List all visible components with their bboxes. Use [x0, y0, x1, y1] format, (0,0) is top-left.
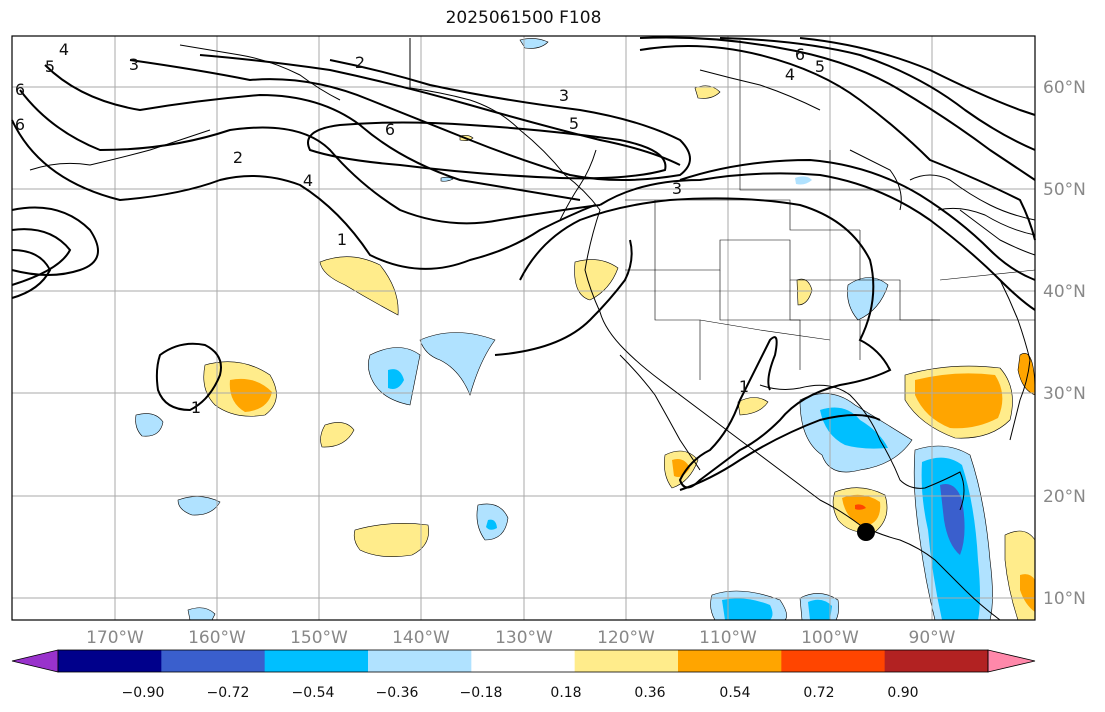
shade-patch [440, 176, 454, 182]
shade-patch [388, 369, 404, 389]
colorbar-segment [264, 650, 369, 672]
colorbar-tick-label: −0.18 [460, 685, 503, 701]
colorbar-segment [11, 649, 59, 673]
graticule [12, 36, 1035, 620]
shade-patch [320, 422, 355, 448]
colorbar-segment [987, 649, 1036, 673]
colorbar-tick-label: −0.36 [376, 685, 419, 701]
lon-label: 130°W [495, 628, 553, 648]
lon-label: 170°W [86, 628, 144, 648]
map-title: 2025061500 F108 [445, 8, 602, 28]
colorbar-border [57, 649, 989, 673]
contour-label: 6 [15, 80, 25, 99]
contour-label: 2 [355, 53, 365, 72]
colorbar-segment [884, 650, 989, 672]
shade-patch [820, 407, 888, 449]
colorbar-tick-label: −0.90 [122, 685, 165, 701]
colorbar-segment [58, 650, 162, 672]
contour-label: 6 [795, 45, 805, 64]
contour-label: 5 [45, 57, 55, 76]
shade-patch [353, 523, 429, 557]
lat-label: 10°N [1043, 589, 1086, 609]
lat-label: 50°N [1043, 180, 1086, 200]
contour-label: 4 [303, 171, 313, 190]
lon-label: 150°W [290, 628, 348, 648]
colorbar-tick-label: −0.72 [207, 685, 250, 701]
contour-label: 1 [739, 377, 749, 396]
lat-label: 60°N [1043, 78, 1086, 98]
lat-label: 20°N [1043, 487, 1086, 507]
contour-label: 6 [385, 120, 395, 139]
colorbar-tick-label: 0.72 [803, 685, 834, 701]
contour-label: 1 [337, 230, 347, 249]
colorbar-segment [368, 650, 472, 672]
coastlines [29, 38, 1036, 621]
state-borders [625, 40, 1036, 380]
colorbar-tick-label: 0.36 [634, 685, 665, 701]
contour-label: 2 [233, 148, 243, 167]
colorbar-segment [678, 650, 782, 672]
contour-lines [11, 36, 1036, 491]
shade-patch [419, 332, 496, 396]
shade-patch [229, 378, 272, 412]
contour-label: 6 [15, 115, 25, 134]
storm-center-marker [857, 523, 875, 541]
shade-patch [722, 598, 773, 620]
shade-patch [486, 519, 497, 530]
colorbar-segment [781, 650, 886, 672]
longitude-labels: 170°W 160°W 150°W 140°W 130°W 120°W 110°… [86, 628, 956, 648]
shade-patch [842, 494, 881, 526]
shade-patch [855, 504, 866, 510]
shade-patch [187, 607, 216, 621]
colorbar-segment [161, 650, 266, 672]
colorbar-tick-label: 0.90 [887, 685, 918, 701]
contour-label-group: 4 5 6 6 3 2 3 5 6 2 4 1 3 6 4 5 1 1 [15, 40, 825, 417]
colorbar-segment [574, 650, 679, 672]
lon-label: 140°W [392, 628, 450, 648]
contour-label: 4 [59, 40, 69, 59]
colorbar-tick-label: 0.54 [719, 685, 750, 701]
colorbar-tick-labels: −0.90 −0.72 −0.54 −0.36 −0.18 0.18 0.36 … [122, 685, 919, 701]
contour-label: 5 [569, 114, 579, 133]
colorbar-tick-label: 0.18 [550, 685, 581, 701]
shade-patch [737, 397, 769, 416]
contour-label: 3 [672, 179, 682, 198]
contour-label: 4 [785, 65, 795, 84]
shade-patch [519, 38, 549, 49]
shade-patch [915, 373, 1003, 429]
shading-layer [135, 38, 1036, 621]
shade-patch [808, 599, 832, 620]
contour-label: 5 [815, 57, 825, 76]
lon-label: 100°W [801, 628, 859, 648]
map-frame [11, 35, 1036, 621]
shade-patch [847, 277, 889, 321]
shade-patch [795, 176, 812, 185]
contour-label: 3 [129, 55, 139, 74]
colorbar-segment [471, 650, 576, 672]
colorbar [11, 649, 1036, 673]
shade-patch [319, 256, 399, 316]
contour-label: 3 [559, 86, 569, 105]
shade-patch [135, 413, 164, 437]
latitude-labels: 60°N 50°N 40°N 30°N 20°N 10°N [1043, 78, 1086, 609]
lon-label: 120°W [597, 628, 655, 648]
lat-label: 40°N [1043, 282, 1086, 302]
shade-patch [940, 484, 965, 555]
shade-patch [1020, 574, 1035, 612]
colorbar-tick-label: −0.54 [292, 685, 335, 701]
shade-patch [796, 278, 813, 306]
shade-patch [694, 85, 721, 99]
contour-label: 1 [191, 398, 201, 417]
lat-label: 30°N [1043, 384, 1086, 404]
lon-label: 90°W [909, 628, 956, 648]
lon-label: 110°W [699, 628, 757, 648]
lon-label: 160°W [188, 628, 246, 648]
